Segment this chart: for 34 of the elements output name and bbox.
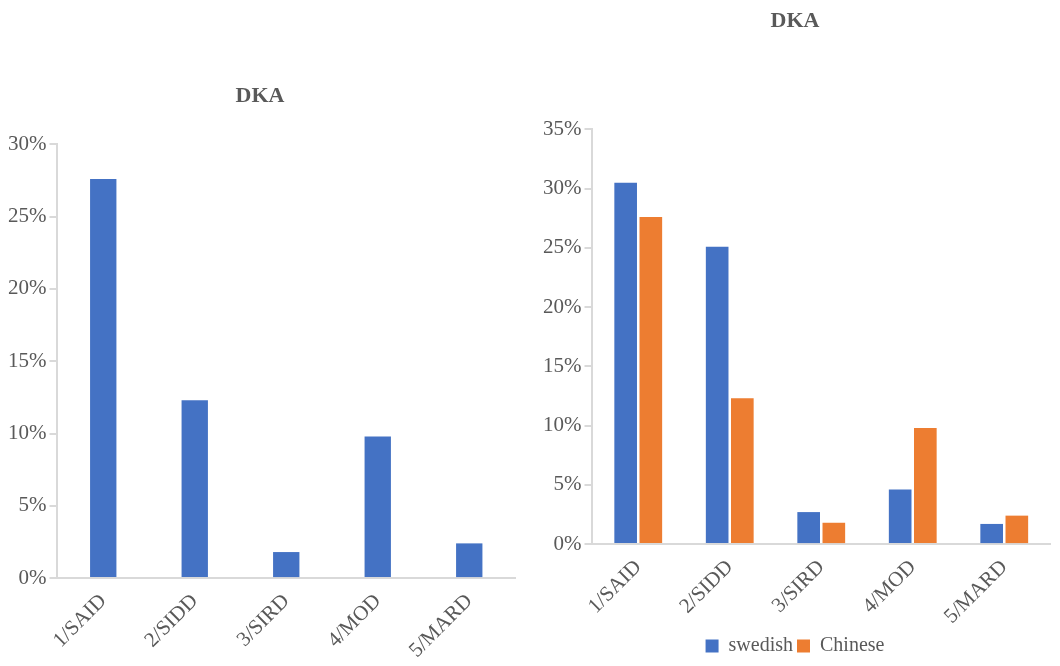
- chart-title: DKA: [235, 81, 285, 107]
- y-tick-label: 20%: [7, 275, 47, 300]
- y-tick-label: 30%: [542, 175, 582, 200]
- y-tick-label: 5%: [553, 471, 582, 496]
- y-tick-label: 15%: [542, 352, 582, 377]
- legend-label: swedish: [728, 633, 794, 656]
- legend-label: Chinese: [820, 633, 885, 656]
- bar: [1005, 515, 1029, 544]
- bar: [980, 523, 1003, 544]
- bar: [90, 179, 117, 578]
- bar: [914, 427, 937, 544]
- y-tick-label: 20%: [542, 293, 582, 318]
- bar: [705, 246, 729, 544]
- y-tick-label: 15%: [7, 347, 47, 372]
- bar: [822, 522, 846, 544]
- bar: [888, 489, 912, 544]
- bar: [364, 436, 391, 578]
- y-tick-label: 25%: [542, 234, 582, 259]
- y-tick-label: 0%: [553, 530, 582, 555]
- y-tick-label: 0%: [18, 564, 47, 589]
- bar: [639, 217, 663, 544]
- bar: [797, 512, 820, 544]
- bar: [456, 543, 483, 578]
- y-tick-label: 10%: [542, 412, 582, 437]
- bar: [731, 398, 754, 544]
- bar: [614, 182, 637, 544]
- y-tick-label: 30%: [7, 130, 47, 155]
- y-tick-label: 35%: [542, 115, 582, 140]
- bar: [181, 400, 208, 578]
- y-tick-label: 10%: [7, 420, 47, 445]
- y-tick-label: 25%: [7, 203, 47, 228]
- y-tick-label: 5%: [18, 492, 47, 517]
- chart-title: DKA: [770, 6, 820, 32]
- bar: [273, 552, 300, 578]
